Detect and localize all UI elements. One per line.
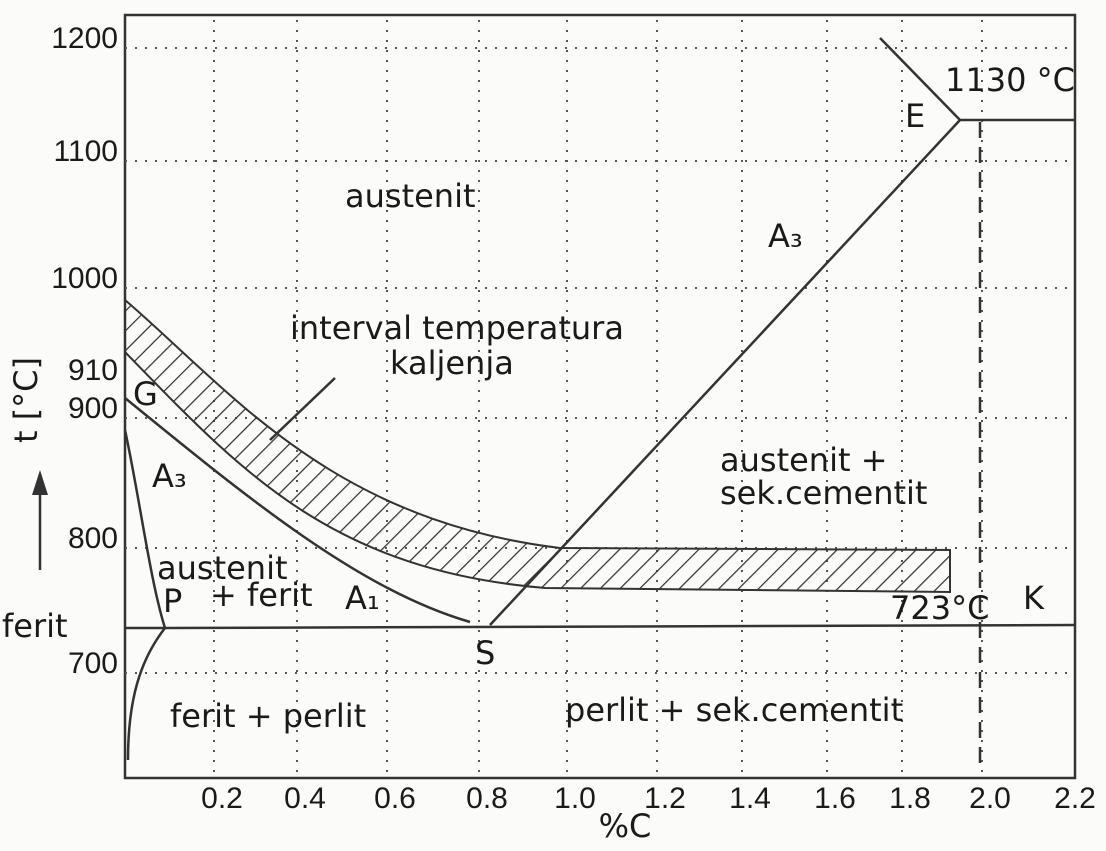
x-tick-label: 0.6 <box>374 782 416 815</box>
region-label: E <box>905 97 925 135</box>
x-tick-label: 1.6 <box>814 782 856 815</box>
y-tick-label: 1100 <box>53 135 118 168</box>
y-axis-label: t [°C] <box>7 357 45 443</box>
region-label: ferit + perlit <box>170 697 366 735</box>
y-tick-label: 1000 <box>51 262 118 295</box>
a3-line <box>124 397 471 624</box>
a1-line <box>164 623 1076 630</box>
x-tick-label: 1.2 <box>644 782 686 815</box>
y-tick-label: 910 <box>68 354 118 387</box>
x-tick-label: 0.4 <box>284 782 326 815</box>
region-label: sek.cementit <box>720 474 927 512</box>
region-label: austenit + <box>720 441 888 479</box>
ferrite-label: ferit <box>2 607 68 645</box>
x-tick-label: 2.2 <box>1054 782 1096 815</box>
grid <box>125 20 1075 775</box>
pointer <box>269 377 336 441</box>
x-tick-label: 1.0 <box>554 782 596 815</box>
region-label: kaljenja <box>390 344 514 382</box>
region-label: K <box>1023 579 1045 617</box>
ferrite-line <box>123 429 167 761</box>
x-axis-label: %C <box>599 807 652 845</box>
region-label: interval temperatura <box>290 309 624 347</box>
region-label: perlit + sek.cementit <box>565 691 903 729</box>
region-label: G <box>133 375 158 413</box>
acm-line <box>489 119 961 626</box>
region-label: S <box>475 634 495 672</box>
x-tick-label: 1.8 <box>889 782 931 815</box>
region-label: austenit <box>157 549 288 587</box>
y-tick-label: 1200 <box>51 22 118 55</box>
region-label: P <box>163 582 182 620</box>
y-tick-label: 900 <box>68 392 118 425</box>
x-tick-label: 0.8 <box>466 782 508 815</box>
region-label: A₁ <box>345 579 380 617</box>
hardening-band <box>124 297 951 594</box>
region-label: 1130 °C <box>945 61 1075 99</box>
region-label: 723°C <box>890 589 989 627</box>
region-label: A₃ <box>152 457 187 495</box>
x-tick-label: 2.0 <box>969 782 1011 815</box>
region-label: + ferit <box>210 576 313 614</box>
upper-lines <box>879 37 1075 122</box>
x-tick-label: 0.2 <box>201 782 243 815</box>
x-tick-label: 1.4 <box>729 782 771 815</box>
arrow-head <box>32 470 48 495</box>
region-label: austenit <box>345 177 476 215</box>
frame <box>123 13 1077 780</box>
y-tick-label: 800 <box>68 522 118 555</box>
region-label: A₃ <box>768 217 803 255</box>
y-tick-label: 700 <box>68 647 118 680</box>
